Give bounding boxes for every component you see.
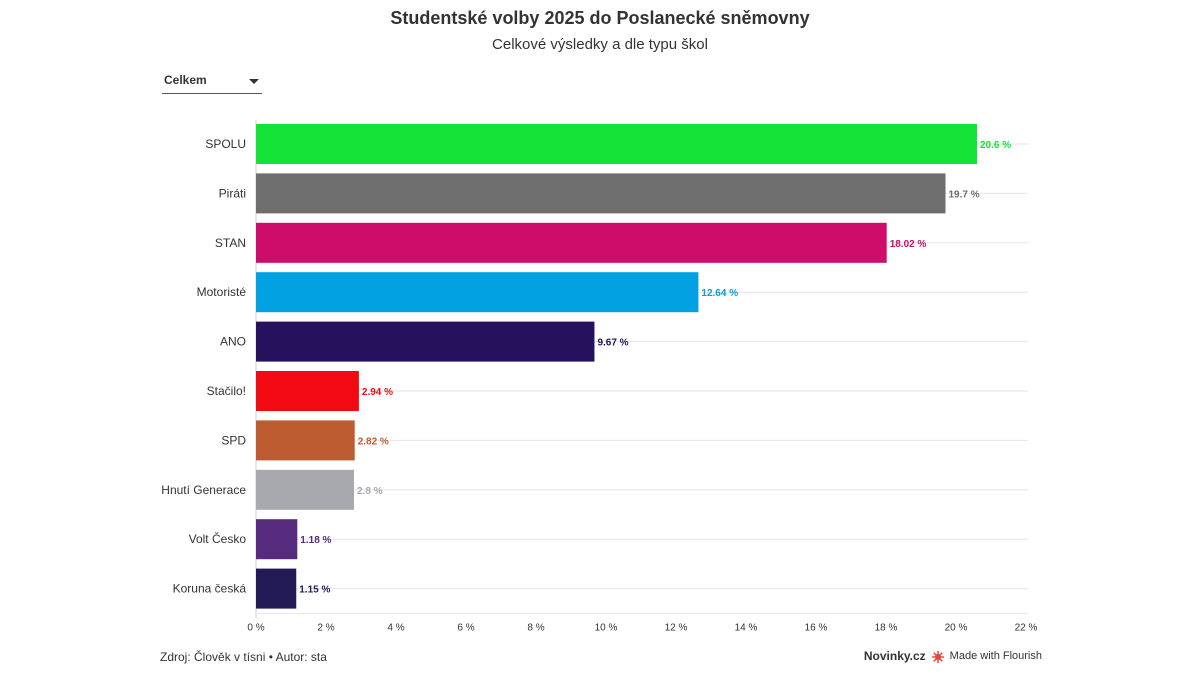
category-label: STAN xyxy=(215,236,246,250)
category-label: SPOLU xyxy=(205,137,246,151)
chart-title: Studentské volby 2025 do Poslanecké sněm… xyxy=(390,8,810,28)
made-with-flourish[interactable]: Made with Flourish xyxy=(949,650,1042,662)
bar xyxy=(256,568,297,609)
data-label: 2.82 % xyxy=(358,436,389,447)
x-tick-label: 8 % xyxy=(527,623,544,634)
bar xyxy=(256,321,595,362)
x-tick-label: 12 % xyxy=(665,623,688,634)
data-label: 20.6 % xyxy=(980,140,1011,151)
data-label: 12.64 % xyxy=(701,288,738,299)
category-label: Stačilo! xyxy=(207,384,246,398)
x-tick-label: 14 % xyxy=(735,623,758,634)
data-label: 1.15 % xyxy=(299,585,330,596)
bar xyxy=(256,519,298,560)
source-note: Zdroj: Člověk v tísni • Autor: sta xyxy=(160,650,327,664)
x-tick-label: 20 % xyxy=(945,623,968,634)
category-label: ANO xyxy=(220,335,246,349)
x-tick-label: 0 % xyxy=(247,623,264,634)
bar xyxy=(256,469,354,510)
data-label: 9.67 % xyxy=(597,338,628,349)
category-label: SPD xyxy=(221,433,246,447)
x-tick-label: 16 % xyxy=(805,623,828,634)
chevron-down-icon xyxy=(249,79,259,84)
category-label: Volt Česko xyxy=(189,531,247,546)
category-label: Koruna česká xyxy=(173,582,247,596)
bar xyxy=(256,420,355,461)
bar xyxy=(256,272,699,313)
data-label: 19.7 % xyxy=(949,189,980,200)
dropdown-selected-value: Celkem xyxy=(164,73,207,87)
data-label: 2.8 % xyxy=(357,486,383,497)
x-tick-label: 6 % xyxy=(457,623,474,634)
category-label: Hnutí Generace xyxy=(161,483,246,497)
x-tick-label: 18 % xyxy=(875,623,898,634)
data-label: 1.18 % xyxy=(300,535,331,546)
novinky-logo[interactable]: Novinky.cz xyxy=(863,649,926,663)
bar xyxy=(256,173,946,214)
school-type-dropdown[interactable]: Celkem xyxy=(162,69,262,94)
data-label: 18.02 % xyxy=(890,239,927,250)
x-tick-label: 22 % xyxy=(1015,623,1038,634)
category-label: Motoristé xyxy=(197,285,247,299)
bar xyxy=(256,222,887,263)
chart-subtitle: Celkové výsledky a dle typu škol xyxy=(492,36,708,53)
x-tick-label: 10 % xyxy=(595,623,618,634)
footer-branding: Novinky.cz Made with Flourish xyxy=(864,649,1042,663)
x-tick-label: 2 % xyxy=(317,623,334,634)
data-label: 2.94 % xyxy=(362,387,393,398)
flourish-icon xyxy=(931,650,944,663)
bar xyxy=(256,371,359,411)
bar xyxy=(256,124,977,164)
x-tick-label: 4 % xyxy=(387,623,404,634)
category-label: Piráti xyxy=(219,186,246,200)
